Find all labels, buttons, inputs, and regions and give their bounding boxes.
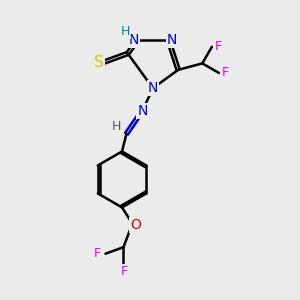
Text: N: N bbox=[129, 33, 139, 47]
Text: H: H bbox=[112, 120, 121, 133]
Text: F: F bbox=[121, 265, 128, 278]
Text: F: F bbox=[222, 66, 229, 80]
Text: F: F bbox=[215, 40, 222, 53]
Text: N: N bbox=[137, 104, 148, 118]
Text: S: S bbox=[94, 55, 103, 70]
Text: N: N bbox=[148, 81, 158, 95]
Text: F: F bbox=[94, 247, 101, 260]
Text: N: N bbox=[167, 33, 177, 47]
Text: H: H bbox=[120, 26, 130, 38]
Text: O: O bbox=[130, 218, 141, 232]
